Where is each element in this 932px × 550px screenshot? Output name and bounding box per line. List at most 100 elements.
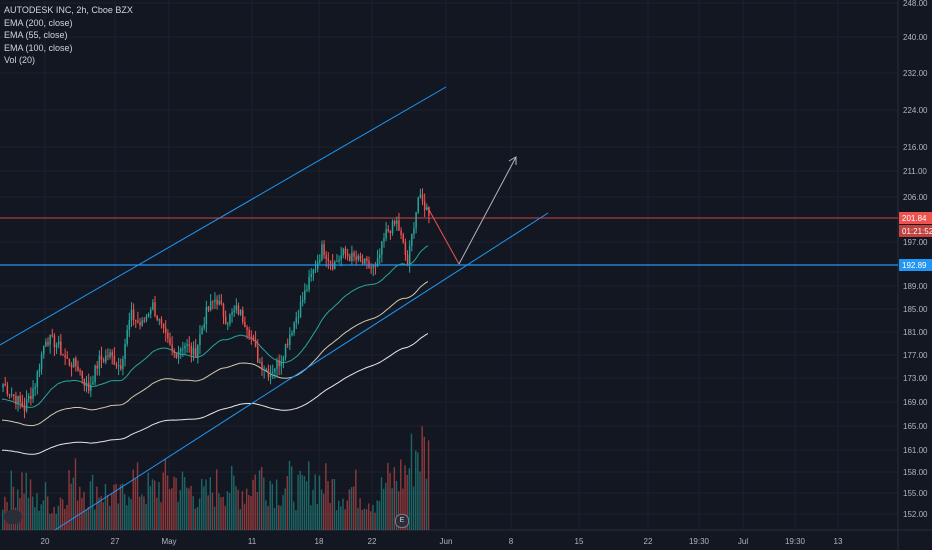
volume-bar <box>226 491 229 530</box>
candle-body <box>66 357 69 359</box>
volume-bar <box>397 491 400 530</box>
volume-bar <box>151 479 154 530</box>
volume-bar <box>205 479 207 530</box>
candle-body <box>340 255 342 260</box>
candle-body <box>60 341 62 355</box>
volume-bar <box>239 509 241 530</box>
candle-body <box>162 323 165 328</box>
support-price-tag <box>899 259 932 271</box>
volume-bar <box>61 499 64 530</box>
volume-bar <box>280 505 282 530</box>
earnings-badge[interactable]: E <box>395 514 409 528</box>
volume-bar <box>156 497 158 530</box>
candle-body <box>378 254 381 258</box>
volume-bar <box>308 461 310 530</box>
volume-bar <box>237 489 239 530</box>
candle-body <box>139 322 141 326</box>
time-tick-label: 8 <box>509 537 514 546</box>
volume-bar <box>115 483 117 530</box>
candle-body <box>342 248 345 256</box>
volume-bar <box>173 476 175 530</box>
volume-bar <box>81 497 83 530</box>
volume-bar <box>211 492 214 530</box>
candle-body <box>32 388 34 399</box>
volume-bar <box>382 488 385 530</box>
volume-bar <box>192 496 194 530</box>
volume-bar <box>177 501 179 530</box>
volume-bar <box>111 492 113 530</box>
projection-down-line <box>427 207 460 265</box>
volume-bar <box>346 500 348 530</box>
volume-bar <box>198 498 201 530</box>
volume-bar <box>224 505 226 530</box>
volume-bar <box>318 475 321 530</box>
volume-label: Vol (20) <box>4 55 36 65</box>
volume-bar <box>31 496 34 530</box>
volume-bar <box>361 509 363 530</box>
volume-bar <box>395 480 398 530</box>
candle-body <box>293 322 295 334</box>
candle-body <box>96 365 98 369</box>
candle-body <box>184 345 186 349</box>
volume-bar <box>106 495 109 530</box>
tradingview-logo-icon[interactable] <box>4 510 22 524</box>
candle-body <box>372 266 375 268</box>
volume-bar <box>79 486 81 530</box>
candle-body <box>132 309 135 320</box>
candle-body <box>376 257 379 267</box>
volume-bar <box>89 481 92 530</box>
candle-body <box>248 330 250 337</box>
volume-bar <box>38 510 40 530</box>
volume-bar <box>196 507 199 530</box>
volume-bar <box>94 509 96 530</box>
volume-bar <box>44 482 47 530</box>
volume-bar <box>29 479 32 530</box>
volume-bar <box>303 476 306 530</box>
time-tick-label: 19:30 <box>785 537 806 546</box>
candle-body <box>2 384 4 388</box>
candle-body <box>147 313 150 317</box>
candle-body <box>231 312 233 315</box>
volume-bar <box>252 479 254 530</box>
candle-body <box>235 305 238 311</box>
volume-bar <box>290 466 293 530</box>
candle-body <box>62 354 64 356</box>
volume-bar <box>293 501 295 530</box>
candle-body <box>355 256 357 260</box>
candle-body <box>81 371 83 379</box>
volume-bar <box>406 474 408 530</box>
candle-body <box>25 399 28 411</box>
candle-body <box>182 348 184 350</box>
candle-body <box>40 354 43 369</box>
candle-body <box>115 364 118 367</box>
volume-bar <box>53 506 55 530</box>
ema55-line <box>1 245 429 408</box>
volume-bar <box>263 477 265 530</box>
volume-bar <box>412 486 415 530</box>
volume-bar <box>34 507 36 530</box>
time-tick-label: 18 <box>315 537 324 546</box>
price-tick-label: 211.00 <box>903 167 927 176</box>
chart-legend: AUTODESK INC, 2h, Cboe BZX EMA (200, clo… <box>4 4 133 67</box>
candle-body <box>381 241 383 255</box>
candle-body <box>353 252 355 257</box>
volume-bar <box>273 507 276 530</box>
volume-bar <box>402 488 404 530</box>
volume-bar <box>147 472 149 530</box>
price-tick-label: 181.00 <box>903 328 928 337</box>
candle-body <box>201 327 203 335</box>
volume-bar <box>102 502 105 530</box>
volume-bar <box>16 489 19 530</box>
candle-body <box>130 309 133 321</box>
candle-body <box>274 368 276 372</box>
volume-bar <box>132 469 134 530</box>
price-tick-label: 158.00 <box>903 468 928 477</box>
volume-bar <box>295 510 297 530</box>
volume-bar <box>104 483 107 530</box>
volume-bar <box>248 494 250 530</box>
volume-bar <box>423 436 426 530</box>
volume-bar <box>241 491 244 530</box>
volume-bar <box>213 506 216 530</box>
candle-body <box>323 244 325 256</box>
